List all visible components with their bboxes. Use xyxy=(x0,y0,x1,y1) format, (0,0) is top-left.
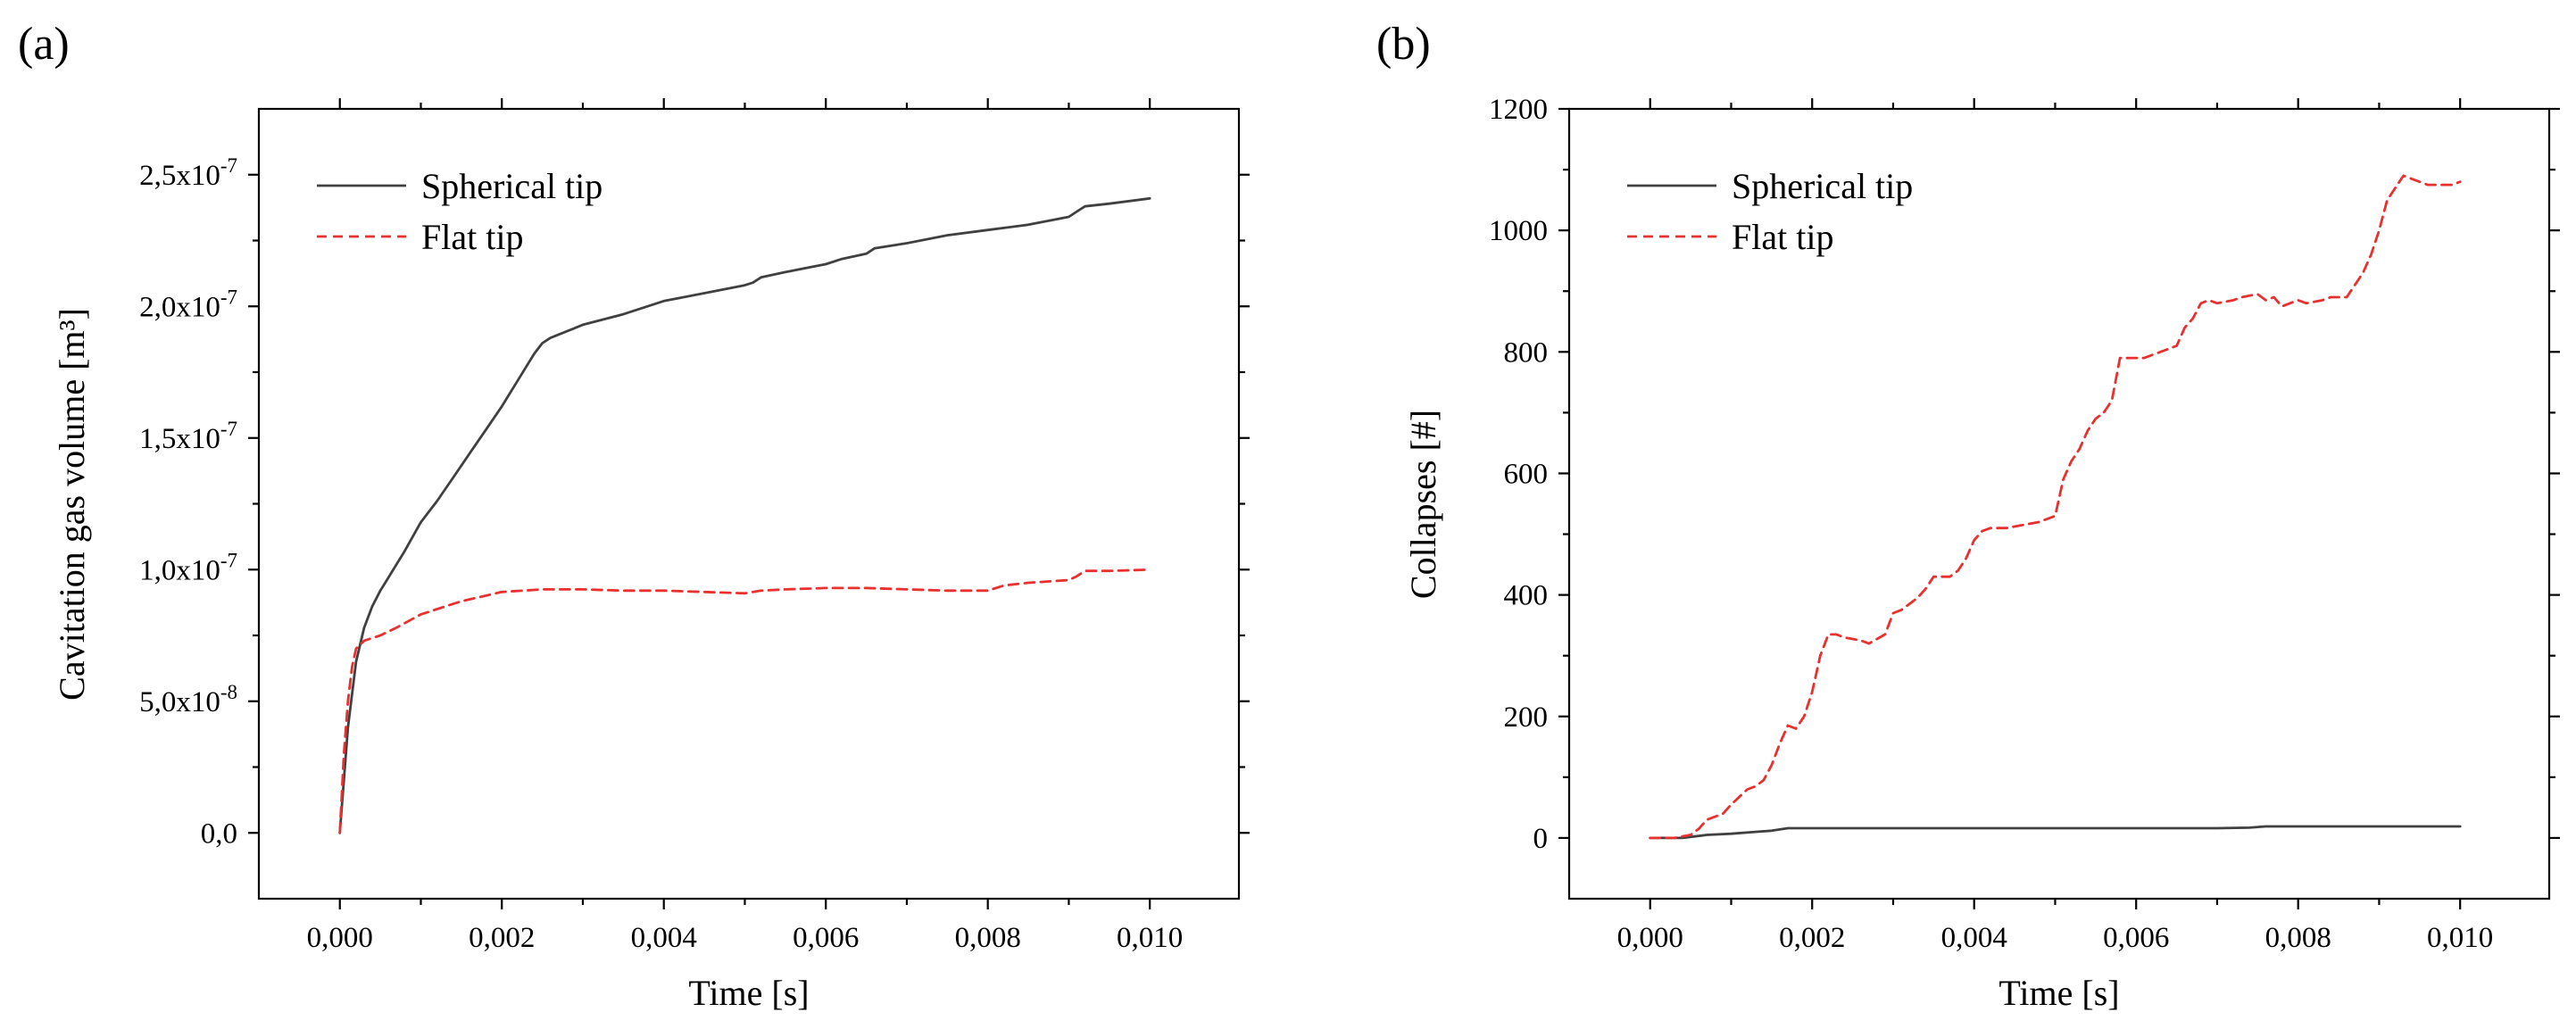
panel-b-label: (b) xyxy=(1376,19,1431,70)
panel-b-y-tick-label: 800 xyxy=(1504,336,1549,369)
panel-b-y-tick-label: 200 xyxy=(1504,701,1549,734)
panel-a-y-tick-label: 2,0x10-7 xyxy=(139,286,237,323)
panel-a-x-axis-label: Time [s] xyxy=(688,973,809,1013)
panel-a-y-tick-labels: 0,0 5,0x10-8 1,0x10-7 1,5x10-7 2,0x10-7 2,5x1… xyxy=(139,154,237,851)
panel-a-y-tick-label: 2,5x10-7 xyxy=(139,154,237,192)
panel-a-x-tick-label: 0,008 xyxy=(955,922,1021,954)
panel-a-series-flat-tip-line xyxy=(338,568,1151,834)
panel-a-series-spherical-tip-line xyxy=(338,196,1151,834)
panel-b-x-tick-label: 0,006 xyxy=(2103,922,2169,954)
panel-a: (a) 0,000 0,002 0,004 0,006 0,008 0,010 0,0 5,… xyxy=(18,19,1250,1013)
panel-a-y-tick-label: 5,0x10-8 xyxy=(139,681,237,718)
panel-b-y-tick-label: 600 xyxy=(1504,458,1549,490)
panel-b-x-tick-label: 0,008 xyxy=(2265,922,2331,954)
panel-a-x-tick-label: 0,000 xyxy=(307,922,373,954)
panel-b-x-tick-labels: 0,000 0,002 0,004 0,006 0,008 0,010 xyxy=(1617,922,2494,954)
panel-a-series-layer xyxy=(338,196,1151,834)
panel-a-legend-label-flat: Flat tip xyxy=(421,217,523,257)
panel-a-plot-frame xyxy=(257,107,1241,900)
panel-a-legend-label-spherical: Spherical tip xyxy=(421,166,602,206)
panel-b-series-spherical-tip-line xyxy=(1649,825,2462,840)
panel-b-x-tick-label: 0,010 xyxy=(2427,922,2493,954)
panel-b-y-tick-label: 400 xyxy=(1504,580,1549,612)
panel-b-x-tick-label: 0,002 xyxy=(1779,922,1845,954)
panel-a-x-tick-label: 0,002 xyxy=(469,922,535,954)
panel-b-series-flat-tip-line xyxy=(1649,174,2462,840)
panel-a-x-tick-label: 0,004 xyxy=(631,922,697,954)
panel-b: (b) 0,000 0,002 0,004 0,006 0,008 0,010 0 200 4… xyxy=(1376,19,2560,1013)
panel-b-y-axis-label: Collapses [#] xyxy=(1403,410,1443,599)
panel-a-ticks xyxy=(248,98,1250,909)
panel-b-y-tick-label: 1200 xyxy=(1489,94,1548,126)
panel-a-y-tick-label: 1,0x10-7 xyxy=(139,549,237,586)
panel-b-ticks xyxy=(1558,98,2560,909)
panel-a-y-tick-label: 0,0 xyxy=(201,817,237,850)
panel-b-series-layer xyxy=(1649,174,2462,840)
panel-b-y-tick-label: 1000 xyxy=(1489,215,1548,247)
panel-b-y-tick-label: 0 xyxy=(1533,823,1549,855)
panel-a-x-tick-label: 0,006 xyxy=(793,922,859,954)
panel-a-x-tick-label: 0,010 xyxy=(1117,922,1183,954)
panel-a-label: (a) xyxy=(18,19,70,70)
panel-a-y-tick-label: 1,5x10-7 xyxy=(139,418,237,455)
panel-b-legend: Spherical tip Flat tip xyxy=(1627,166,1913,257)
panel-a-y-axis-label: Cavitation gas volume [m³] xyxy=(52,308,92,701)
panel-b-x-tick-label: 0,004 xyxy=(1941,922,2007,954)
panel-b-x-tick-label: 0,000 xyxy=(1617,922,1683,954)
panel-b-x-axis-label: Time [s] xyxy=(1998,973,2119,1013)
panel-a-legend: Spherical tip Flat tip xyxy=(317,166,602,257)
panel-b-legend-label-spherical: Spherical tip xyxy=(1732,166,1913,206)
panel-a-x-tick-labels: 0,000 0,002 0,004 0,006 0,008 0,010 xyxy=(307,922,1184,954)
panel-b-plot-frame xyxy=(1567,107,2551,900)
panel-b-y-tick-labels: 0 200 400 600 800 1000 1200 xyxy=(1489,94,1548,855)
panel-b-legend-label-flat: Flat tip xyxy=(1732,217,1833,257)
